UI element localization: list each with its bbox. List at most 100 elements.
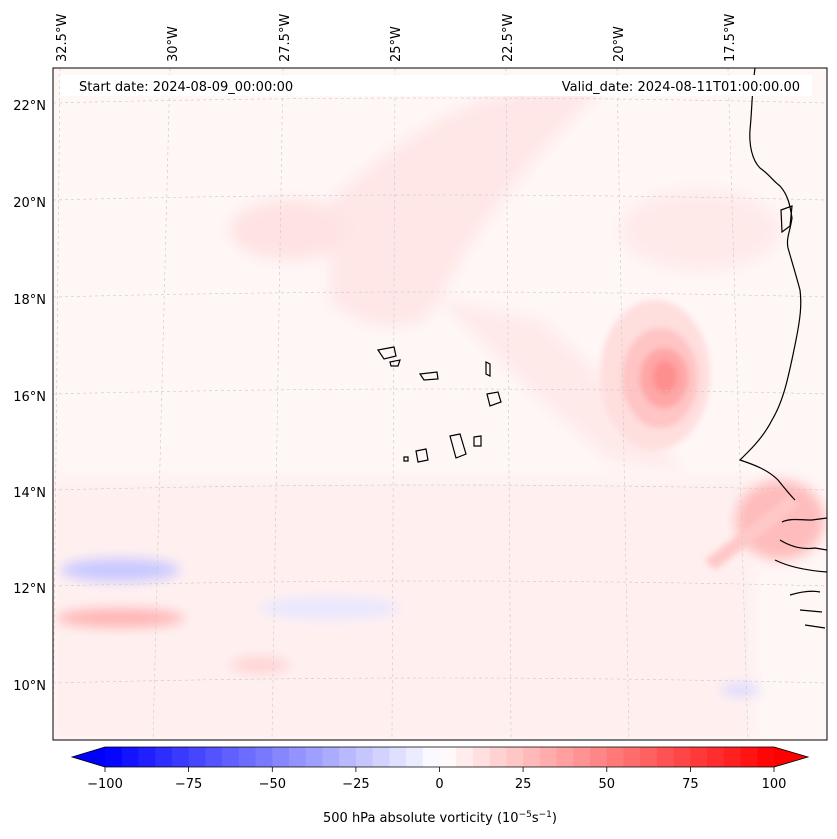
lon-label-20w: 20°W [612,26,627,62]
colorbar-cell [740,747,758,767]
island-santo-antao [486,391,502,407]
colorbar-cell [121,747,140,767]
island-small [403,456,409,462]
lat-label-10n: 10°N [13,679,46,694]
colorbar-cell [757,747,775,767]
colorbar-cell [640,747,658,767]
colorbar-cell [456,747,474,767]
colorbar-cell [272,747,290,767]
colorbar-cell [707,747,725,767]
lon-label-30w: 30°W [166,26,181,62]
lon-label-25w: 25°W [389,26,404,62]
info-banner [60,75,812,96]
lon-label-27-5w: 27.5°W [278,14,293,62]
colorbar-cell [590,747,608,767]
colorbar-cell [439,747,457,767]
lat-label-16n: 16°N [13,390,46,405]
island-sal [376,346,397,360]
colorbar: −100 −75 −50 −25 0 25 50 75 100 500 hPa … [70,746,810,826]
colorbar-cell [238,747,257,767]
lon-label-32-5w: 32.5°W [55,14,70,62]
colorbar-cell [690,747,708,767]
lat-label-14n: 14°N [13,486,46,501]
island-maio [418,371,439,381]
colorbar-extend-low [72,747,105,767]
negative-patch-se [720,684,760,696]
island-fogo [449,433,467,459]
positive-patch-sw-2 [230,657,290,673]
colorbar-cell [606,747,625,767]
positive-lobe-west [230,200,350,260]
negative-patch-sw-1 [60,558,180,582]
colorbar-cell [673,747,691,767]
cb-tick-label: −50 [259,777,286,792]
colorbar-cell [723,747,742,767]
colorbar-cell [205,747,223,767]
colorbar-cell [422,747,441,767]
lon-label-17-5w: 17.5°W [723,14,738,62]
colorbar-cell [255,747,273,767]
map-panel: Start date: 2024-08-09_00:00:00 Valid_da… [52,67,828,741]
valid-date-label: Valid_date: 2024-08-11T01:00:00.00 [562,80,800,95]
island-boa-vista [389,359,401,367]
colorbar-cell [322,747,340,767]
cb-tick-label: 75 [682,777,699,792]
lat-label-20n: 20°N [13,196,46,211]
colorbar-cell [105,747,123,767]
vorticity-field [53,90,825,740]
cb-tick-label: 50 [599,777,616,792]
start-date-label: Start date: 2024-08-09_00:00:00 [79,80,293,95]
coast-islets-south [774,539,827,629]
cb-tick-label: 100 [762,777,787,792]
colorbar-extend-high [774,747,808,767]
positive-band-diagonal [330,90,600,327]
positive-patch-sw-1 [55,608,185,628]
cb-tick-label: −75 [175,777,202,792]
colorbar-cell [573,747,591,767]
colorbar-cell [138,747,156,767]
cb-tick-label: 25 [515,777,532,792]
colorbar-cell [406,747,424,767]
colorbar-cell [188,747,206,767]
positive-band-south [53,480,753,740]
colorbar-label: 500 hPa absolute vorticity (10−5s−1) [323,810,557,826]
colorbar-cell [155,747,173,767]
island-northeast [780,205,793,234]
negative-patch-sw-2 [260,598,400,618]
colorbar-cell [288,747,307,767]
colorbar-cell [623,747,641,767]
lat-label-12n: 12°N [13,582,46,597]
lat-label-22n: 22°N [13,99,46,114]
colorbar-cell [171,747,190,767]
cb-tick-label: 0 [435,777,443,792]
colorbar-cell [305,747,324,767]
colorbar-cell [355,747,374,767]
colorbar-cell [222,747,240,767]
cb-tick-label: −25 [342,777,369,792]
coastal-streak [705,495,800,570]
lon-label-22-5w: 22.5°W [501,14,516,62]
colorbar-cell [489,747,508,767]
colorbar-cell [389,747,407,767]
cb-tick-label: −100 [87,777,123,792]
colorbar-cell [472,747,491,767]
colorbar-cell [506,747,524,767]
colorbar-cell [372,747,390,767]
coastlines [376,68,827,629]
island-sao-nicolau [415,448,429,463]
map-frame [52,67,828,741]
colorbar-ticks [104,767,775,772]
colorbar-cell [523,747,541,767]
colorbar-cell [339,747,357,767]
vortex-core [653,361,677,393]
colorbar-cell [539,747,558,767]
colorbar-cell [656,747,675,767]
positive-lobe-east [620,190,780,270]
colorbar-tick-labels: −100 −75 −50 −25 0 25 50 75 100 [87,777,786,792]
west-africa-coastline [738,68,827,523]
colorbar-cells [105,747,775,767]
island-santiago-north [485,361,491,377]
island-brava [473,435,482,447]
lat-label-18n: 18°N [13,293,46,308]
